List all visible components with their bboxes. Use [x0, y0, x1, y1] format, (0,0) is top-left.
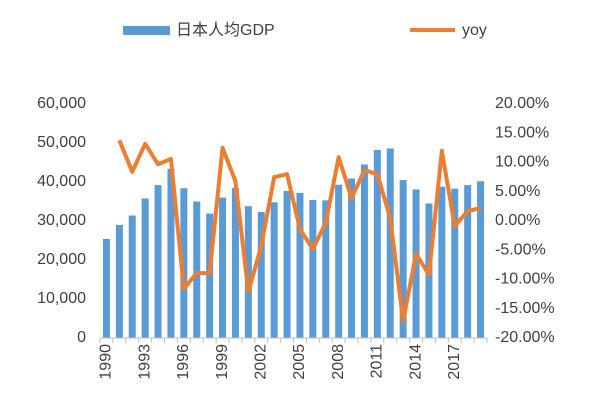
y-tick-label: 20,000	[37, 251, 86, 268]
x-tick-label: 2017	[446, 344, 463, 380]
legend-label: yoy	[462, 22, 487, 39]
bar	[399, 180, 407, 338]
bar	[322, 200, 330, 338]
y2-tick-label: -15.00%	[495, 300, 555, 317]
y2-tick-label: 0.00%	[495, 212, 540, 229]
bar	[231, 187, 239, 338]
bar	[373, 150, 381, 338]
legend-swatch	[123, 26, 170, 35]
bar	[283, 190, 291, 338]
y2-tick-label: 20.00%	[495, 95, 549, 112]
bar	[257, 212, 265, 338]
x-tick-label: 2008	[330, 344, 347, 380]
x-tick-label: 1996	[175, 344, 192, 380]
bar	[386, 148, 394, 338]
bar	[348, 178, 356, 338]
bar	[154, 185, 162, 338]
x-tick-label: 2014	[407, 344, 424, 380]
bar	[244, 206, 252, 338]
x-tick-label: 2005	[291, 344, 308, 380]
bar	[128, 215, 136, 338]
x-tick-label: 2011	[369, 344, 386, 379]
bar	[167, 168, 175, 338]
bar	[335, 184, 343, 338]
bar	[115, 224, 123, 338]
y2-tick-label: 10.00%	[495, 154, 549, 171]
bar	[270, 202, 278, 338]
bar	[477, 181, 485, 338]
bar	[451, 188, 459, 338]
y-tick-label: 50,000	[37, 134, 86, 151]
x-tick-label: 1993	[136, 344, 153, 380]
bar	[360, 164, 368, 338]
bar	[193, 201, 201, 338]
y2-tick-label: 15.00%	[495, 124, 549, 141]
x-tick-label: 2002	[252, 344, 269, 380]
x-tick-label: 1990	[98, 344, 115, 380]
y2-tick-label: -10.00%	[495, 271, 555, 288]
bar	[102, 238, 110, 338]
bar	[296, 192, 304, 338]
y-tick-label: 10,000	[37, 290, 86, 307]
line	[117, 139, 481, 324]
bar	[219, 197, 227, 338]
y-tick-label: 30,000	[37, 212, 86, 229]
y-tick-label: 0	[77, 329, 86, 346]
bar	[438, 186, 446, 338]
bar	[464, 185, 472, 338]
x-tick-label: 1999	[214, 344, 231, 380]
y2-tick-label: -5.00%	[495, 241, 546, 258]
bar	[141, 198, 149, 338]
bar	[180, 188, 188, 338]
y-tick-label: 60,000	[37, 95, 86, 112]
bar	[309, 199, 317, 338]
y2-tick-label: -20.00%	[495, 329, 555, 346]
legend-label: 日本人均GDP	[176, 21, 275, 39]
bar	[206, 213, 214, 338]
y2-tick-label: 5.00%	[495, 183, 540, 200]
y-tick-label: 40,000	[37, 173, 86, 190]
